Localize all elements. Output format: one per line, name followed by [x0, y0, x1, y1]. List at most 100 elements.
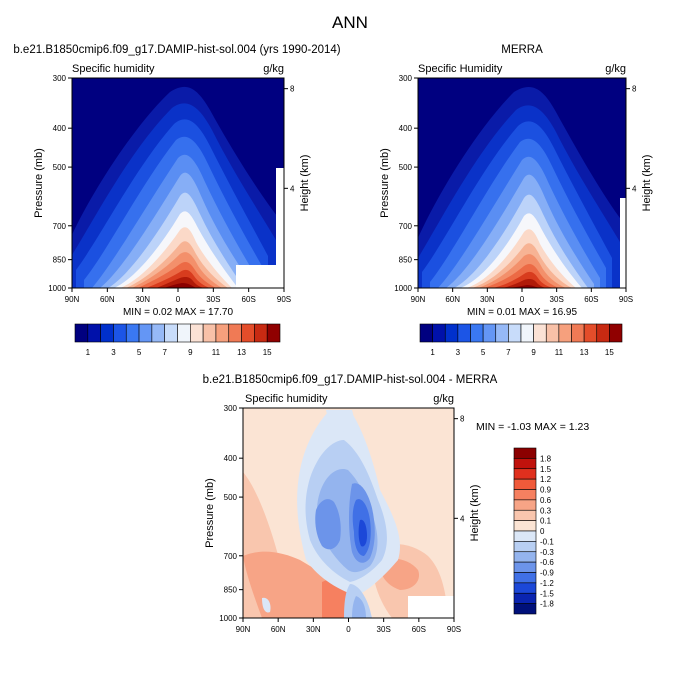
diff-colorbar-swatch — [513, 489, 537, 501]
diff-colorbar-label: -0.6 — [540, 558, 554, 567]
obs-y-tick-label: 500 — [399, 163, 413, 172]
model-units-label: g/kg — [263, 63, 284, 75]
diff-y-tick-label: 1000 — [219, 614, 237, 623]
obs-height-tick-label: 8 — [632, 85, 637, 94]
model-colorbar-label: 9 — [188, 348, 193, 357]
obs-colorbar-swatch — [571, 323, 585, 343]
obs-colorbar-swatch — [495, 323, 509, 343]
diff-y-axis-title: Pressure (mb) — [204, 478, 216, 548]
model-variable-label: Specific humidity — [72, 63, 155, 75]
model-height-tick-label: 4 — [290, 184, 295, 193]
diff-height-tick-label: 4 — [460, 514, 465, 523]
obs-colorbar-label: 5 — [481, 348, 486, 357]
obs-x-tick-label: 90S — [619, 295, 633, 304]
diff-colorbar-label: -1.2 — [540, 579, 554, 588]
diff-y-tick-label: 400 — [224, 454, 238, 463]
model-colorbar-swatch — [254, 323, 268, 343]
model-y-tick-label: 700 — [53, 222, 67, 231]
model-colorbar-swatch — [87, 323, 101, 343]
model-colorbar-swatch — [266, 323, 281, 343]
obs-colorbar-label: 13 — [580, 348, 589, 357]
diff-y-tick-label: 700 — [224, 552, 238, 561]
diff-colorbar-swatch — [513, 468, 537, 480]
diff-colorbar-label: -0.1 — [540, 537, 554, 546]
diff-x-tick-label: 90S — [447, 625, 461, 634]
obs-colorbar-label: 7 — [506, 348, 511, 357]
model-contour-field — [72, 78, 284, 288]
diff-x-tick-label: 90N — [236, 625, 251, 634]
obs-height-tick-label: 4 — [632, 184, 637, 193]
obs-units-label: g/kg — [605, 63, 626, 75]
diff-colorbar-swatch — [513, 603, 537, 615]
obs-colorbar-swatch — [444, 323, 459, 343]
diff-colorbar-label: 0.9 — [540, 486, 552, 495]
model-panel-title: b.e21.B1850cmip6.f09_g17.DAMIP-hist-sol.… — [13, 44, 340, 56]
diff-x-tick-label: 30S — [377, 625, 391, 634]
obs-colorbar-label: 11 — [555, 348, 564, 357]
obs-colorbar-swatch — [596, 323, 610, 343]
diff-colorbar-label: 0.3 — [540, 506, 552, 515]
diff-colorbar-label: 1.5 — [540, 465, 552, 474]
diff-right-axis-title: Height (km) — [469, 485, 481, 542]
diff-colorbar-label: 1.2 — [540, 475, 552, 484]
obs-colorbar-swatch — [545, 323, 560, 343]
model-y-axis-title: Pressure (mb) — [33, 148, 45, 218]
model-x-tick-label: 30S — [206, 295, 220, 304]
model-colorbar-label: 1 — [86, 348, 91, 357]
obs-colorbar-label: 3 — [456, 348, 461, 357]
obs-x-tick-label: 60S — [584, 295, 598, 304]
diff-colorbar-label: -1.5 — [540, 589, 554, 598]
obs-colorbar-swatch — [482, 323, 497, 343]
model-min-max-stats: MIN = 0.02 MAX = 17.70 — [123, 307, 233, 318]
diff-colorbar-label: -0.9 — [540, 569, 554, 578]
model-colorbar-swatch — [100, 323, 114, 343]
model-colorbar-label: 5 — [137, 348, 142, 357]
model-colorbar-swatch — [202, 323, 217, 343]
diff-colorbar-swatch — [513, 530, 537, 542]
obs-panel-title: MERRA — [501, 44, 543, 56]
diff-panel-title: b.e21.B1850cmip6.f09_g17.DAMIP-hist-sol.… — [203, 374, 498, 386]
obs-colorbar-swatch — [419, 323, 433, 343]
obs-colorbar-label: 1 — [430, 348, 435, 357]
model-right-axis-title: Height (km) — [299, 155, 311, 212]
diff-y-tick-label: 300 — [224, 404, 238, 413]
diff-y-tick-label: 500 — [224, 493, 238, 502]
obs-colorbar-swatch — [558, 323, 572, 343]
obs-right-axis-title: Height (km) — [641, 155, 653, 212]
model-colorbar-label: 11 — [212, 348, 221, 357]
diff-x-tick-label: 0 — [346, 625, 351, 634]
model-x-tick-label: 90S — [277, 295, 291, 304]
diff-colorbar-swatch — [513, 478, 537, 490]
model-colorbar-swatch — [74, 323, 89, 343]
obs-x-tick-label: 30S — [550, 295, 564, 304]
model-x-tick-label: 60S — [242, 295, 256, 304]
diff-colorbar-swatch — [513, 592, 537, 604]
obs-x-tick-label: 90N — [411, 295, 426, 304]
diff-colorbar-swatch — [513, 458, 537, 470]
diff-colorbar-swatch — [513, 582, 537, 594]
obs-variable-label: Specific Humidity — [418, 63, 503, 75]
diff-min-max-stats: MIN = -1.03 MAX = 1.23 — [476, 421, 589, 433]
model-colorbar-swatch — [113, 323, 127, 343]
diff-colorbar-label: 0.1 — [540, 517, 552, 526]
axes-layer: 90N 60N 30N 0 30S 60S 90S300400500700850100084… — [33, 74, 653, 634]
diff-variable-label: Specific humidity — [245, 393, 328, 405]
diff-colorbar-label: -0.3 — [540, 548, 554, 557]
model-y-tick-label: 300 — [53, 74, 67, 83]
model-y-tick-label: 1000 — [48, 284, 66, 293]
model-colorbar-label: 15 — [263, 348, 272, 357]
model-colorbar-swatch — [138, 323, 153, 343]
diff-colorbar-swatch — [513, 509, 537, 521]
obs-x-tick-label: 60N — [445, 295, 460, 304]
obs-y-tick-label: 400 — [399, 124, 413, 133]
obs-x-tick-label: 0 — [520, 295, 525, 304]
page-title: ANN — [332, 13, 368, 32]
model-colorbar-label: 3 — [111, 348, 116, 357]
obs-colorbar-swatch — [432, 323, 446, 343]
obs-colorbar-label: 15 — [605, 348, 614, 357]
model-colorbar-swatch — [177, 323, 191, 343]
obs-y-tick-label: 700 — [399, 222, 413, 231]
obs-x-tick-label: 30N — [480, 295, 495, 304]
obs-colorbar-swatch — [457, 323, 471, 343]
model-y-tick-label: 500 — [53, 163, 67, 172]
